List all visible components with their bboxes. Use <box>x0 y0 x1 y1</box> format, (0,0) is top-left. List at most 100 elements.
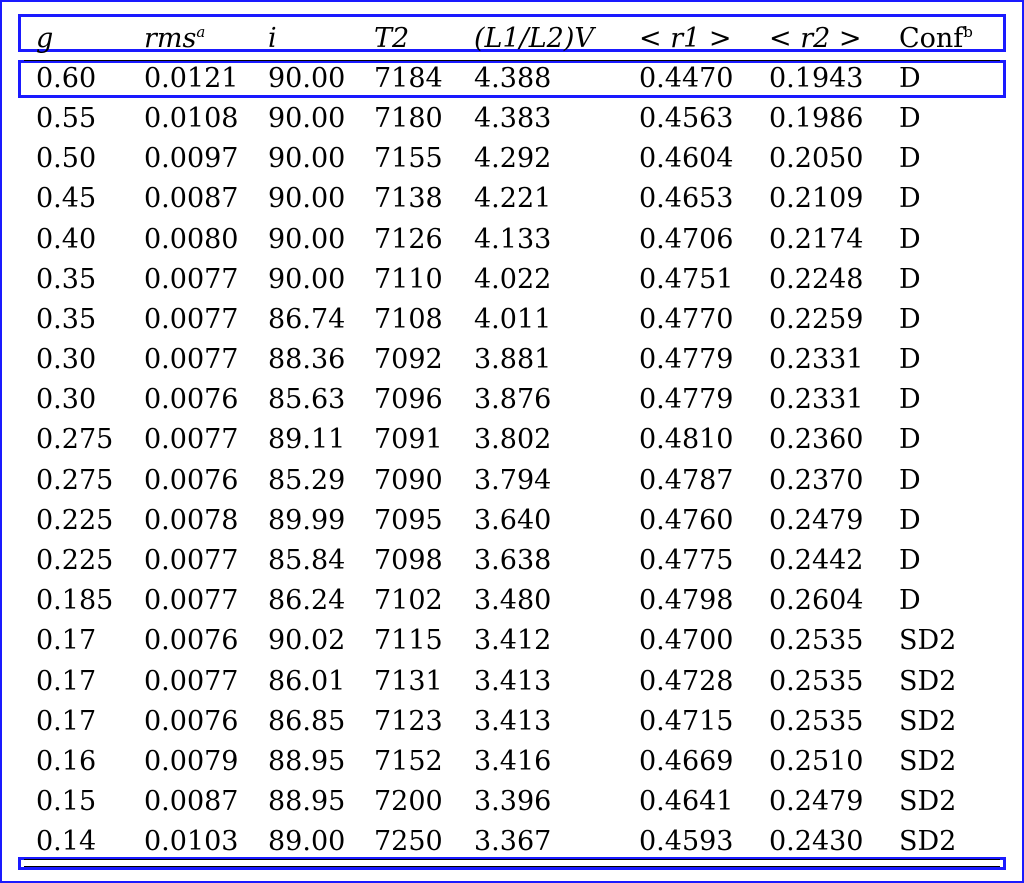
cell-r1: 0.4669 <box>639 745 734 777</box>
cell-i: 88.36 <box>268 344 346 376</box>
cell-t2: 7123 <box>374 705 443 737</box>
cell-luminosity-ratio: 3.416 <box>474 745 552 777</box>
table-row: 0.275 0.0076 85.29 7090 3.794 0.4787 0.2370 D <box>36 460 979 500</box>
table-body: 0.60 0.0121 90.00 7184 4.388 0.4470 0.1943 D 0.5… <box>36 58 979 862</box>
cell-g: 0.35 <box>36 263 97 295</box>
cell-i: 88.95 <box>268 786 346 818</box>
cell-rms: 0.0077 <box>144 303 239 335</box>
cell-i: 90.00 <box>268 143 346 175</box>
cell-r1: 0.4706 <box>639 223 734 255</box>
first-row-highlight-box <box>18 60 1006 98</box>
cell-luminosity-ratio: 4.133 <box>474 223 552 255</box>
cell-rms: 0.0077 <box>144 585 239 617</box>
header-rule <box>24 60 1000 61</box>
cell-r2: 0.2331 <box>769 344 864 376</box>
cell-r1: 0.4787 <box>639 464 734 496</box>
cell-r2: 0.2360 <box>769 424 864 456</box>
cell-r2: 0.2442 <box>769 545 864 577</box>
cell-r1: 0.4760 <box>639 504 734 536</box>
cell-r1: 0.4641 <box>639 786 734 818</box>
cell-g: 0.17 <box>36 625 97 657</box>
header-rms-footnote: a <box>196 22 206 41</box>
cell-rms: 0.0076 <box>144 384 239 416</box>
cell-rms: 0.0078 <box>144 504 239 536</box>
cell-g: 0.40 <box>36 223 97 255</box>
cell-luminosity-ratio: 3.412 <box>474 625 552 657</box>
cell-g: 0.55 <box>36 102 97 134</box>
cell-luminosity-ratio: 3.396 <box>474 786 552 818</box>
cell-g: 0.16 <box>36 745 97 777</box>
cell-r2: 0.2109 <box>769 183 864 215</box>
cell-g: 0.225 <box>36 545 114 577</box>
cell-luminosity-ratio: 3.881 <box>474 344 552 376</box>
table-row: 0.225 0.0078 89.99 7095 3.640 0.4760 0.2479 D <box>36 500 979 540</box>
cell-luminosity-ratio: 3.794 <box>474 464 552 496</box>
cell-i: 90.00 <box>268 62 346 94</box>
table-row: 0.185 0.0077 86.24 7102 3.480 0.4798 0.2604 D <box>36 581 979 621</box>
cell-t2: 7102 <box>374 585 443 617</box>
cell-luminosity-ratio: 3.640 <box>474 504 552 536</box>
table-row: 0.60 0.0121 90.00 7184 4.388 0.4470 0.1943 D <box>36 58 979 98</box>
cell-t2: 7155 <box>374 143 443 175</box>
data-table: g rmsa i T2 (L1/L2)V < r1 > < r2 > Confb… <box>36 18 979 862</box>
header-highlight-box <box>18 14 1006 52</box>
cell-g: 0.30 <box>36 344 97 376</box>
cell-conf: D <box>899 223 921 255</box>
cell-t2: 7098 <box>374 545 443 577</box>
cell-i: 86.24 <box>268 585 346 617</box>
cell-g: 0.275 <box>36 424 114 456</box>
cell-luminosity-ratio: 4.292 <box>474 143 552 175</box>
cell-r2: 0.2430 <box>769 826 864 858</box>
cell-conf: D <box>899 62 921 94</box>
cell-conf: SD2 <box>899 665 957 697</box>
cell-g: 0.17 <box>36 665 97 697</box>
cell-r2: 0.1986 <box>769 102 864 134</box>
cell-luminosity-ratio: 4.383 <box>474 102 552 134</box>
table-row: 0.50 0.0097 90.00 7155 4.292 0.4604 0.2050 D <box>36 139 979 179</box>
cell-i: 89.00 <box>268 826 346 858</box>
cell-i: 89.99 <box>268 504 346 536</box>
cell-g: 0.45 <box>36 183 97 215</box>
cell-r1: 0.4728 <box>639 665 734 697</box>
cell-t2: 7108 <box>374 303 443 335</box>
cell-i: 90.02 <box>268 625 346 657</box>
cell-g: 0.35 <box>36 303 97 335</box>
table-row: 0.40 0.0080 90.00 7126 4.133 0.4706 0.2174 D <box>36 219 979 259</box>
cell-luminosity-ratio: 4.388 <box>474 62 552 94</box>
cell-i: 90.00 <box>268 263 346 295</box>
table-row: 0.17 0.0076 90.02 7115 3.412 0.4700 0.2535 SD2 <box>36 621 979 661</box>
cell-i: 90.00 <box>268 102 346 134</box>
cell-i: 86.01 <box>268 665 346 697</box>
cell-rms: 0.0077 <box>144 344 239 376</box>
cell-conf: D <box>899 384 921 416</box>
cell-t2: 7095 <box>374 504 443 536</box>
cell-t2: 7110 <box>374 263 443 295</box>
header-t2: T2 <box>374 22 410 54</box>
cell-r2: 0.2479 <box>769 504 864 536</box>
cell-t2: 7115 <box>374 625 443 657</box>
cell-rms: 0.0079 <box>144 745 239 777</box>
cell-r1: 0.4715 <box>639 705 734 737</box>
cell-g: 0.30 <box>36 384 97 416</box>
bottom-rule-highlight-box <box>18 857 1006 870</box>
cell-t2: 7200 <box>374 786 443 818</box>
cell-t2: 7091 <box>374 424 443 456</box>
bottom-rule-bottom <box>24 866 1000 867</box>
cell-r1: 0.4798 <box>639 585 734 617</box>
bottom-rule-top <box>24 859 1000 860</box>
table-row: 0.30 0.0077 88.36 7092 3.881 0.4779 0.2331 D <box>36 340 979 380</box>
cell-rms: 0.0097 <box>144 143 239 175</box>
cell-rms: 0.0103 <box>144 826 239 858</box>
cell-rms: 0.0087 <box>144 786 239 818</box>
cell-r1: 0.4779 <box>639 384 734 416</box>
cell-r1: 0.4770 <box>639 303 734 335</box>
cell-rms: 0.0121 <box>144 62 239 94</box>
cell-rms: 0.0077 <box>144 424 239 456</box>
header-g: g <box>36 22 54 54</box>
table-row: 0.16 0.0079 88.95 7152 3.416 0.4669 0.2510 SD2 <box>36 741 979 781</box>
cell-g: 0.225 <box>36 504 114 536</box>
cell-g: 0.50 <box>36 143 97 175</box>
cell-g: 0.275 <box>36 464 114 496</box>
cell-luminosity-ratio: 3.802 <box>474 424 552 456</box>
table-row: 0.275 0.0077 89.11 7091 3.802 0.4810 0.2360 D <box>36 420 979 460</box>
